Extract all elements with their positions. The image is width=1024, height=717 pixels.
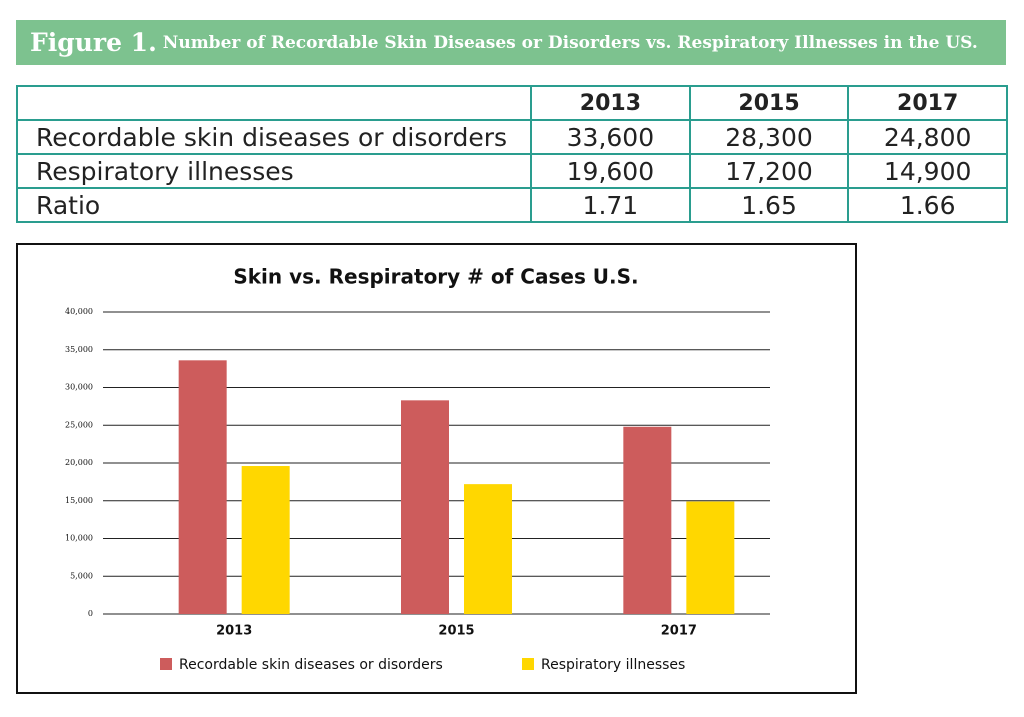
- y-tick-label: 5,000: [70, 571, 93, 580]
- y-tick-label: 15,000: [65, 496, 93, 505]
- figure-label: Figure 1.: [30, 28, 157, 57]
- column-header: 2013: [530, 85, 691, 121]
- bar: [178, 360, 227, 614]
- cell: 14,900: [847, 153, 1008, 189]
- column-header: 2015: [688, 85, 850, 121]
- cell: 28,300: [688, 119, 850, 155]
- chart-title: Skin vs. Respiratory # of Cases U.S.: [233, 265, 638, 289]
- bar: [464, 484, 512, 614]
- y-tick-label: 20,000: [65, 458, 93, 467]
- y-tick-label: 35,000: [65, 345, 93, 354]
- row-label: Ratio: [15, 187, 533, 223]
- cell: 1.71: [530, 187, 691, 223]
- y-tick-label: 25,000: [65, 420, 93, 429]
- cell: 33,600: [530, 119, 691, 155]
- figure-title: Number of Recordable Skin Diseases or Di…: [162, 32, 978, 53]
- y-tick-label: 40,000: [65, 307, 93, 316]
- data-table: 2013 2015 2017 Recordable skin diseases …: [15, 85, 1008, 223]
- cell: 1.66: [847, 187, 1008, 223]
- legend-label: Respiratory illnesses: [541, 657, 685, 673]
- row-label: Respiratory illnesses: [15, 153, 533, 189]
- bar: [401, 400, 449, 614]
- cell: 24,800: [847, 119, 1008, 155]
- bar: [241, 466, 290, 614]
- column-header: 2017: [847, 85, 1008, 121]
- corner-cell: [15, 85, 533, 121]
- cell: 1.65: [688, 187, 850, 223]
- row-label: Recordable skin diseases or disorders: [15, 119, 533, 155]
- cell: 19,600: [530, 153, 691, 189]
- y-tick-label: 0: [88, 609, 93, 618]
- table-row: Ratio 1.71 1.65 1.66: [15, 187, 1008, 223]
- legend-label: Recordable skin diseases or disorders: [179, 657, 443, 673]
- legend-swatch: [160, 658, 172, 670]
- bar: [623, 426, 672, 614]
- x-tick-label: 2017: [661, 624, 697, 639]
- y-tick-label: 30,000: [65, 383, 93, 392]
- table-row: Respiratory illnesses 19,600 17,200 14,9…: [15, 153, 1008, 189]
- cell: 17,200: [688, 153, 850, 189]
- chart-frame: [16, 243, 857, 694]
- table-row: Recordable skin diseases or disorders 33…: [15, 119, 1008, 155]
- figure-header: Figure 1. Number of Recordable Skin Dise…: [16, 20, 1006, 65]
- y-tick-label: 10,000: [65, 534, 93, 543]
- table-header: 2013 2015 2017: [15, 85, 1008, 121]
- x-tick-label: 2013: [216, 624, 252, 639]
- x-tick-label: 2015: [438, 624, 474, 639]
- legend-swatch: [522, 658, 534, 670]
- bar: [686, 501, 735, 614]
